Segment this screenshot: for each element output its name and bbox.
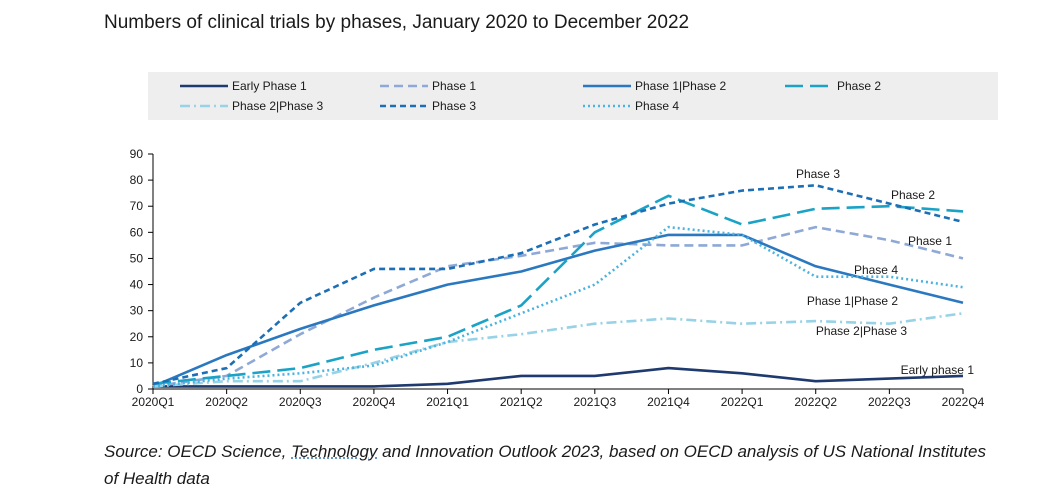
- y-tick-label: 30: [130, 304, 144, 318]
- x-tick-label: 2022Q2: [794, 395, 837, 409]
- series-line: [153, 366, 964, 388]
- series-end-label: Early phase 1: [901, 363, 975, 377]
- x-tick-label: 2021Q2: [500, 395, 543, 409]
- series-end-label: Phase 1: [908, 234, 952, 248]
- legend-label: Phase 1: [432, 79, 476, 93]
- y-tick-label: 90: [130, 147, 144, 161]
- series-line: [152, 225, 964, 388]
- legend-item: Early Phase 1: [180, 79, 307, 93]
- series-end-label: Phase 1|Phase 2: [807, 294, 899, 308]
- series-line: [152, 225, 964, 388]
- series-line: [152, 312, 964, 388]
- x-tick-label: 2022Q4: [942, 395, 985, 409]
- x-tick-label: 2021Q3: [573, 395, 616, 409]
- y-tick-label: 20: [130, 330, 144, 344]
- series-end-label: Phase 2|Phase 3: [816, 324, 908, 338]
- x-tick-label: 2021Q4: [647, 395, 690, 409]
- x-tick-label: 2020Q2: [205, 395, 248, 409]
- chart-title: Numbers of clinical trials by phases, Ja…: [104, 12, 690, 33]
- source-text-end: and Innovation Outlook 2023, based on OE…: [104, 442, 986, 488]
- x-tick-label: 2022Q3: [868, 395, 911, 409]
- y-tick-label: 0: [136, 382, 143, 396]
- x-tick-label: 2022Q1: [721, 395, 764, 409]
- x-tick-label: 2020Q3: [279, 395, 322, 409]
- legend-label: Phase 1|Phase 2: [635, 79, 727, 93]
- line-chart: Early Phase 1 Phase 1 Phase 1|Phase 2 Phase…: [130, 72, 998, 409]
- y-tick-label: 10: [130, 356, 144, 370]
- legend-label: Phase 4: [635, 99, 679, 113]
- y-tick-label: 50: [130, 251, 144, 265]
- legend-item: Phase 1: [380, 79, 476, 93]
- y-tick-label: 70: [130, 199, 144, 213]
- series-line: [152, 184, 964, 386]
- x-tick-label: 2020Q1: [132, 395, 175, 409]
- source-text-underlined: Technology: [291, 442, 378, 461]
- x-tick-label: 2021Q1: [426, 395, 469, 409]
- legend-item: Phase 2|Phase 3: [180, 99, 324, 113]
- x-tick-label: 2020Q4: [353, 395, 396, 409]
- legend-label: Phase 2|Phase 3: [232, 99, 324, 113]
- legend-label: Early Phase 1: [232, 79, 307, 93]
- source-text-start: Source: OECD Science,: [104, 442, 292, 461]
- legend-background: [148, 72, 998, 120]
- source-note: Source: OECD Science, Technology and Inn…: [104, 438, 1004, 492]
- series-end-label: Phase 4: [854, 263, 898, 277]
- legend-label: Phase 2: [837, 79, 881, 93]
- legend-item: Phase 2: [785, 79, 881, 93]
- legend-item: Phase 1|Phase 2: [583, 79, 727, 93]
- legend-item: Phase 3: [380, 99, 476, 113]
- legend-item: Phase 4: [583, 99, 679, 113]
- series-line: [152, 233, 964, 388]
- legend-label: Phase 3: [432, 99, 476, 113]
- series-end-label: Phase 2: [891, 188, 935, 202]
- y-tick-label: 80: [130, 173, 144, 187]
- series-end-label: Phase 3: [796, 167, 840, 181]
- y-tick-label: 40: [130, 278, 144, 292]
- series-line: [152, 194, 964, 386]
- y-tick-label: 60: [130, 225, 144, 239]
